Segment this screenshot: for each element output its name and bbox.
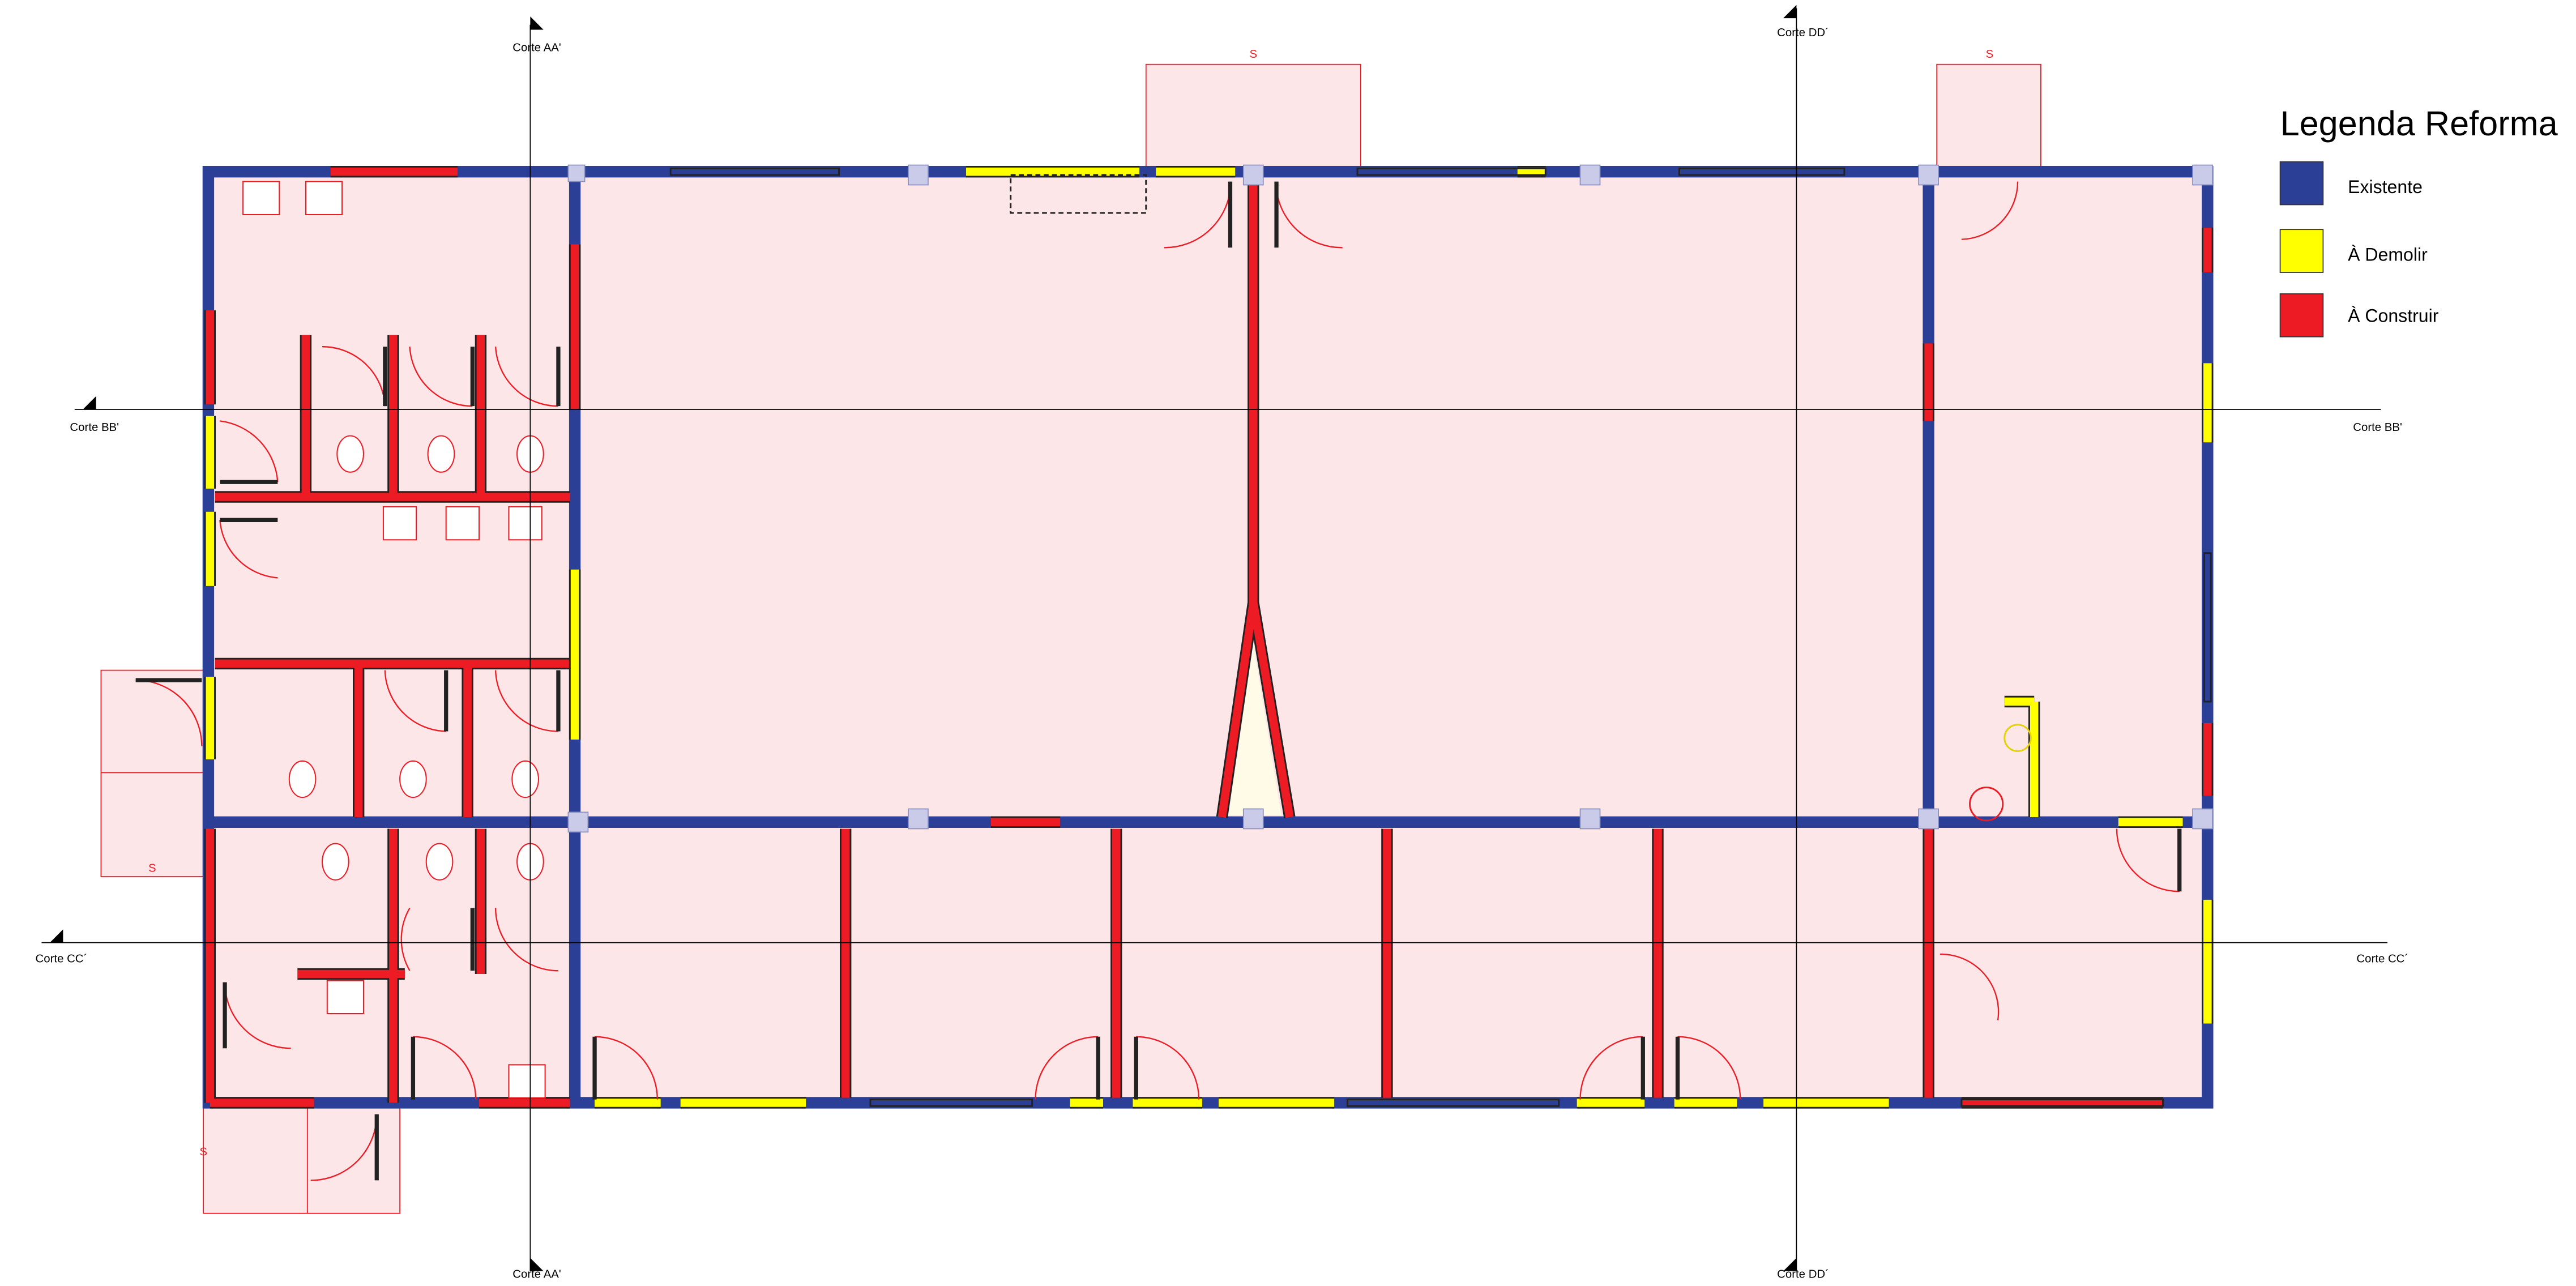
new-walls [204, 165, 2214, 1109]
wall-core [206, 167, 2212, 1107]
windows [669, 167, 2212, 1107]
legend-label: À Demolir [2348, 245, 2428, 265]
legend-swatch [2279, 293, 2324, 337]
legend-title: Legenda Reforma [2280, 104, 2558, 143]
section-label: Corte CC´ [2356, 953, 2408, 965]
section-label: Corte AA' [512, 41, 561, 54]
section-label: Corte AA' [512, 1268, 561, 1280]
wall-core [206, 167, 2212, 1107]
triangle-space [1228, 643, 1281, 816]
doors [135, 181, 2182, 1181]
legend-label: À Construir [2348, 305, 2439, 326]
section-label: Corte DD´ [1777, 27, 1829, 39]
legend-label: Existente [2348, 177, 2423, 197]
floor-area [208, 172, 2208, 1103]
exit-label: S [199, 1146, 207, 1159]
columns [567, 164, 2213, 833]
legend-swatch [2279, 229, 2324, 273]
demolish-walls [204, 165, 2214, 1109]
annexes [100, 63, 2041, 1214]
section-lines [41, 8, 2388, 1271]
section-label: Corte BB' [2353, 421, 2402, 434]
exit-label: S [148, 862, 156, 874]
section-label: Corte DD´ [1777, 1268, 1829, 1280]
legend-swatch [2279, 161, 2324, 206]
section-markers [50, 5, 2378, 1271]
section-label: Corte BB' [70, 421, 119, 434]
exit-label: S [1986, 48, 1994, 61]
exit-label: S [1249, 48, 1257, 61]
legend: Legenda Reforma Existente À Demolir À Co… [2279, 104, 2558, 337]
section-label: Corte CC´ [36, 953, 88, 965]
